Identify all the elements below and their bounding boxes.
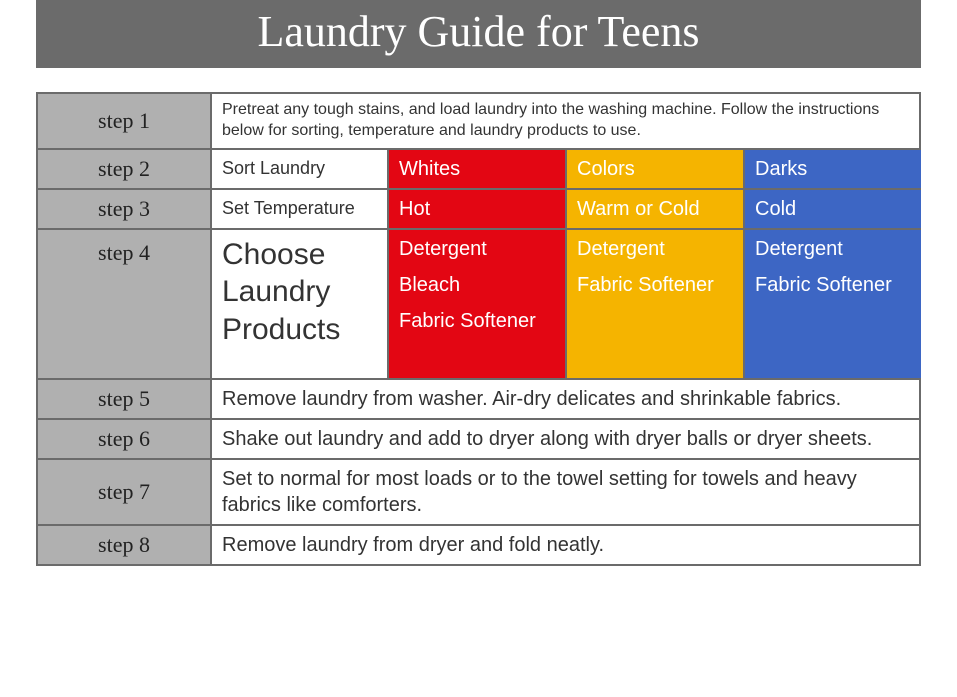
- step-3-rowlabel: Set Temperature: [210, 190, 387, 228]
- step-2-darks: Darks: [743, 150, 921, 188]
- step-6-row: step 6 Shake out laundry and add to drye…: [38, 418, 919, 458]
- step-4-whites-item-1: Bleach: [399, 272, 555, 298]
- step-3-label: step 3: [38, 190, 210, 228]
- step-4-label: step 4: [38, 230, 210, 378]
- step-4-darks-item-0: Detergent: [755, 236, 911, 262]
- step-6-text: Shake out laundry and add to dryer along…: [210, 420, 919, 458]
- step-2-row: step 2 Sort Laundry Whites Colors Darks: [38, 148, 919, 188]
- step-3-whites: Hot: [387, 190, 565, 228]
- step-3-row: step 3 Set Temperature Hot Warm or Cold …: [38, 188, 919, 228]
- step-5-row: step 5 Remove laundry from washer. Air-d…: [38, 378, 919, 418]
- step-8-row: step 8 Remove laundry from dryer and fol…: [38, 524, 919, 564]
- step-5-label: step 5: [38, 380, 210, 418]
- step-6-label: step 6: [38, 420, 210, 458]
- step-2-rowlabel: Sort Laundry: [210, 150, 387, 188]
- step-4-colors: Detergent Fabric Softener: [565, 230, 743, 378]
- step-4-whites: Detergent Bleach Fabric Softener: [387, 230, 565, 378]
- step-1-label: step 1: [38, 94, 210, 148]
- step-4-whites-item-2: Fabric Softener: [399, 308, 555, 334]
- step-2-label: step 2: [38, 150, 210, 188]
- step-1-text: Pretreat any tough stains, and load laun…: [210, 94, 919, 148]
- step-8-label: step 8: [38, 526, 210, 564]
- step-7-text: Set to normal for most loads or to the t…: [210, 460, 919, 524]
- step-4-colors-item-0: Detergent: [577, 236, 733, 262]
- step-7-row: step 7 Set to normal for most loads or t…: [38, 458, 919, 524]
- step-4-rowlabel: Choose Laundry Products: [210, 230, 387, 378]
- step-4-darks-item-1: Fabric Softener: [755, 272, 911, 298]
- step-8-text: Remove laundry from dryer and fold neatl…: [210, 526, 919, 564]
- step-3-colors: Warm or Cold: [565, 190, 743, 228]
- step-4-row: step 4 Choose Laundry Products Detergent…: [38, 228, 919, 378]
- laundry-table: step 1 Pretreat any tough stains, and lo…: [36, 92, 921, 566]
- step-1-row: step 1 Pretreat any tough stains, and lo…: [38, 94, 919, 148]
- step-2-whites: Whites: [387, 150, 565, 188]
- step-4-colors-item-1: Fabric Softener: [577, 272, 733, 298]
- page-title: Laundry Guide for Teens: [36, 0, 921, 68]
- step-4-darks: Detergent Fabric Softener: [743, 230, 921, 378]
- step-4-whites-item-0: Detergent: [399, 236, 555, 262]
- step-7-label: step 7: [38, 460, 210, 524]
- step-2-colors: Colors: [565, 150, 743, 188]
- step-3-darks: Cold: [743, 190, 921, 228]
- step-5-text: Remove laundry from washer. Air-dry deli…: [210, 380, 919, 418]
